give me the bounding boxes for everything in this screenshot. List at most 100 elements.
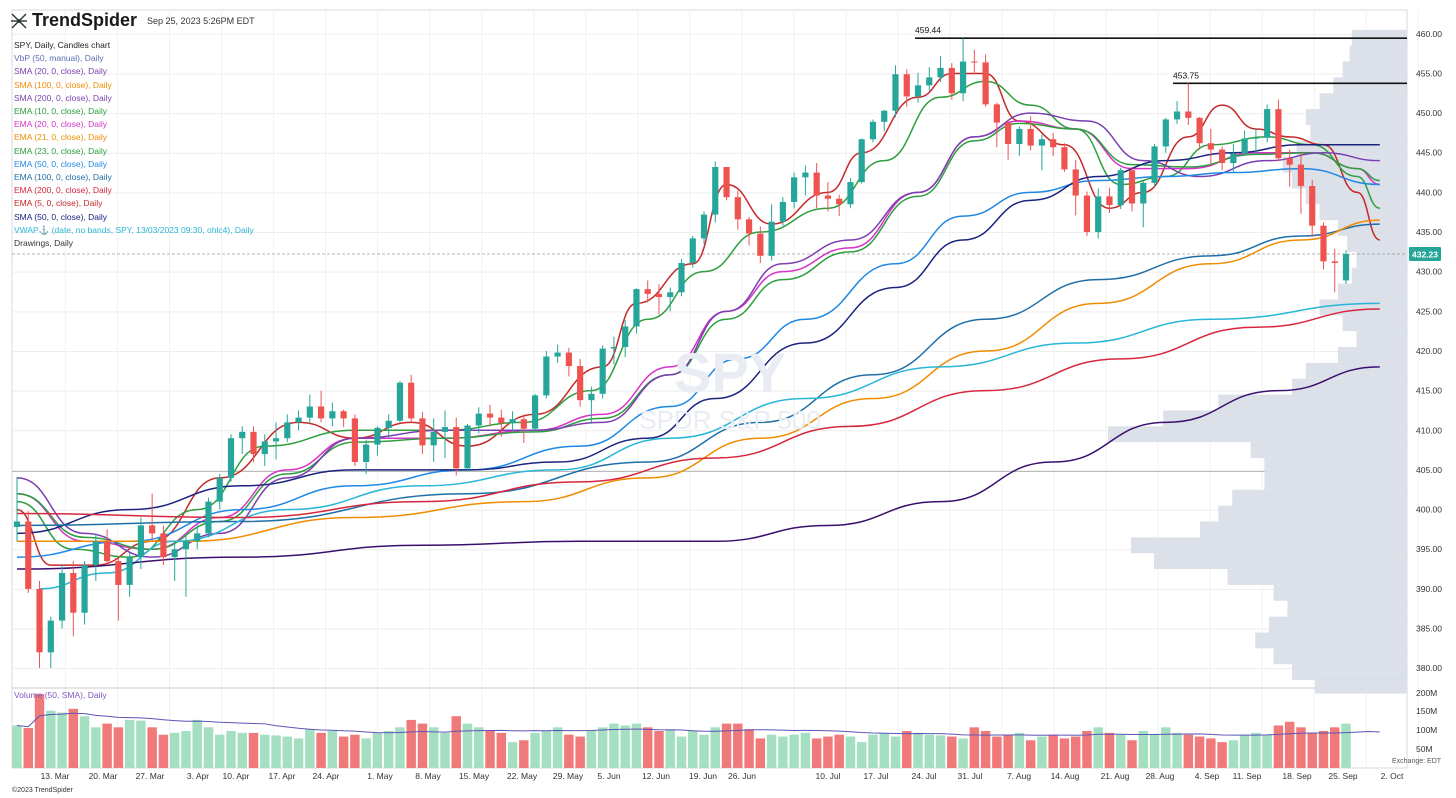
volume-bar <box>823 736 833 768</box>
volume-bar <box>136 720 146 768</box>
legend-item[interactable]: EMA (5, 0, close), Daily <box>14 198 103 209</box>
x-tick-label: 3. Apr <box>187 771 209 781</box>
volume-bar <box>1273 725 1284 768</box>
last-price-label: 432.23 <box>1412 250 1438 260</box>
volume-bar <box>1093 727 1103 768</box>
vbp-bar <box>1356 331 1407 348</box>
y-tick-label: 435.00 <box>1416 227 1442 237</box>
legend-item[interactable]: EMA (10, 0, close), Daily <box>14 106 108 117</box>
candle-body <box>1005 122 1012 145</box>
vbp-bar <box>1356 251 1407 268</box>
volume-bar <box>507 742 518 768</box>
volume-bar <box>1318 731 1329 768</box>
plot-frame <box>11 9 1408 769</box>
volume-bar <box>1070 736 1081 768</box>
volume-bar <box>271 735 281 768</box>
candle-body <box>1016 128 1023 145</box>
legend-item[interactable]: EMA (20, 0, close), Daily <box>14 119 108 130</box>
candle-body <box>622 326 629 348</box>
volume-bar <box>1341 723 1351 768</box>
ma-line <box>16 122 1380 550</box>
volume-bars <box>12 694 1380 768</box>
volume-bar <box>721 723 732 768</box>
y-tick-label: 415.00 <box>1416 386 1442 396</box>
candle-body <box>1230 153 1237 164</box>
candle-body <box>419 418 426 446</box>
legend-item[interactable]: VWAP⚓ (date, no bands, SPY, 13/03/2023 0… <box>14 224 254 235</box>
candle-body <box>70 573 77 613</box>
ma-line <box>16 80 1381 558</box>
volume-bar <box>541 731 552 768</box>
legend-item[interactable]: EMA (23, 0, close), Daily <box>14 145 108 156</box>
vbp-bar <box>1347 236 1407 252</box>
volume-bar <box>710 727 721 768</box>
x-tick-label: 19. Jun <box>689 771 717 781</box>
volume-bar <box>361 738 371 768</box>
candle-body <box>881 110 888 122</box>
candle-body <box>1219 149 1226 164</box>
legend-item[interactable]: SMA (200, 0, close), Daily <box>14 92 112 103</box>
x-tick-label: 13. Mar <box>41 771 70 781</box>
vbp-bar <box>1264 473 1407 490</box>
volume-bar <box>1116 734 1126 768</box>
volume-bar <box>79 716 90 768</box>
candle-body <box>1264 109 1271 138</box>
candle-body <box>599 348 606 394</box>
volume-bar <box>902 731 912 768</box>
grid <box>11 9 1419 769</box>
legend-item[interactable]: EMA (200, 0, close), Daily <box>14 185 112 196</box>
volume-bar <box>980 731 991 768</box>
vbp-bar <box>1333 77 1407 94</box>
x-tick-label: 17. Apr <box>269 771 296 781</box>
candle-body <box>644 289 651 294</box>
volume-bar <box>1048 734 1058 768</box>
volume-bar <box>530 732 540 768</box>
legend-item[interactable]: SMA (20, 0, close), Daily <box>14 66 108 77</box>
candle-body <box>565 352 572 367</box>
volume-bar <box>755 738 766 768</box>
ma-line <box>16 167 1380 558</box>
ma-line <box>16 72 1381 566</box>
volume-bar <box>1251 732 1261 768</box>
volume-bar <box>327 731 338 768</box>
volume-bar <box>1149 734 1160 768</box>
legend-item[interactable]: EMA (21, 0, close), Daily <box>14 132 108 143</box>
volume-bar <box>46 710 56 768</box>
x-tick-label: 31. Jul <box>957 771 982 781</box>
candle-body <box>824 195 832 199</box>
candle-body <box>295 417 302 423</box>
candle-body <box>13 521 21 528</box>
volume-tick-label: 50M <box>1416 744 1433 754</box>
trendspider-logo-icon <box>11 13 27 28</box>
legend-item[interactable]: SMA (100, 0, close), Daily <box>14 79 112 90</box>
legend-item[interactable]: VbP (50, manual), Daily <box>14 53 104 64</box>
candle-body <box>847 182 854 205</box>
candle-body <box>498 417 505 424</box>
volume-bar <box>519 740 529 768</box>
vbp-bar <box>1227 569 1407 585</box>
volume-bar <box>1104 732 1115 768</box>
y-tick-label: 430.00 <box>1416 267 1442 277</box>
volume-bar <box>113 727 124 768</box>
legend-item[interactable]: EMA (100, 0, close), Daily <box>14 172 112 183</box>
volume-bar <box>383 731 394 768</box>
volume-bar <box>1296 727 1306 768</box>
candle-body <box>137 525 144 558</box>
volume-bar <box>203 727 214 768</box>
candle-body <box>903 74 910 97</box>
legend-item[interactable]: SMA (50, 0, close), Daily <box>14 211 108 222</box>
vbp-bar <box>1232 489 1407 506</box>
legend-item[interactable]: Drawings, Daily <box>14 238 74 249</box>
candle-body <box>115 561 122 585</box>
candle-body <box>836 198 843 205</box>
volume-bar <box>1059 738 1070 768</box>
candle-body <box>869 121 877 140</box>
moving-averages <box>16 72 1381 590</box>
x-tick-label: 14. Aug <box>1051 771 1080 781</box>
candle-body <box>959 61 967 94</box>
header: TrendSpider Sep 25, 2023 5:26PM EDT <box>10 10 255 31</box>
legend-item[interactable]: EMA (50, 0, close), Daily <box>14 158 108 169</box>
y-tick-label: 450.00 <box>1416 108 1442 118</box>
candle-body <box>678 262 685 293</box>
